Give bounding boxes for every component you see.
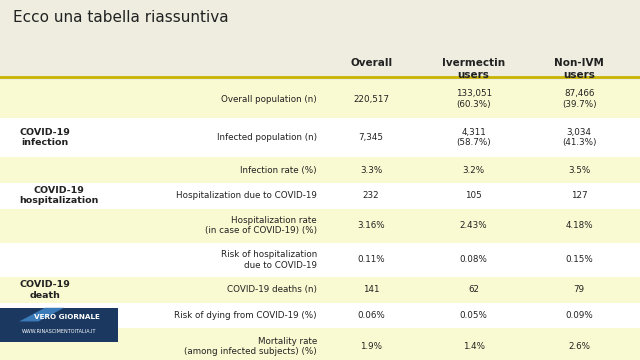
Bar <box>0 208 640 243</box>
Text: Mortality rate
(among infected subjects) (%): Mortality rate (among infected subjects)… <box>184 337 317 356</box>
Text: 0.06%: 0.06% <box>357 311 385 320</box>
Bar <box>0 303 640 328</box>
Text: 220,517: 220,517 <box>353 95 389 104</box>
Bar <box>0 243 640 277</box>
Text: Ecco una tabella riassuntiva: Ecco una tabella riassuntiva <box>13 10 228 25</box>
Text: WWW.RINASCIMENTOITALIA.IT: WWW.RINASCIMENTOITALIA.IT <box>22 329 97 334</box>
Text: Infected population (n): Infected population (n) <box>217 133 317 142</box>
Bar <box>0 118 640 157</box>
Text: 1.4%: 1.4% <box>463 342 484 351</box>
Text: 4,311
(58.7%): 4,311 (58.7%) <box>456 128 491 147</box>
Text: 141: 141 <box>363 285 380 294</box>
Text: 79: 79 <box>573 285 585 294</box>
Text: Overall: Overall <box>350 58 392 68</box>
Text: Non-IVM
users: Non-IVM users <box>554 58 604 80</box>
Text: Hospitalization rate
(in case of COVID-19) (%): Hospitalization rate (in case of COVID-1… <box>205 216 317 235</box>
Text: 232: 232 <box>363 191 380 200</box>
Text: 3.3%: 3.3% <box>360 166 382 175</box>
Text: Risk of dying from COVID-19 (%): Risk of dying from COVID-19 (%) <box>174 311 317 320</box>
Text: Hospitalization due to COVID-19: Hospitalization due to COVID-19 <box>176 191 317 200</box>
Text: 3,034
(41.3%): 3,034 (41.3%) <box>562 128 596 147</box>
Bar <box>0 328 640 360</box>
Text: 0.08%: 0.08% <box>460 255 488 264</box>
Bar <box>0 183 640 208</box>
Text: 7,345: 7,345 <box>358 133 384 142</box>
Text: 2.6%: 2.6% <box>568 342 590 351</box>
Text: 0.11%: 0.11% <box>357 255 385 264</box>
Bar <box>0 157 640 183</box>
Text: 0.05%: 0.05% <box>460 311 488 320</box>
Text: 0.15%: 0.15% <box>565 255 593 264</box>
Text: 0.09%: 0.09% <box>565 311 593 320</box>
Text: Ivermectin
users: Ivermectin users <box>442 58 505 80</box>
Text: 4.18%: 4.18% <box>565 221 593 230</box>
Text: Infection rate (%): Infection rate (%) <box>240 166 317 175</box>
Text: Risk of hospitalization
due to COVID-19: Risk of hospitalization due to COVID-19 <box>221 250 317 270</box>
Text: 1.9%: 1.9% <box>360 342 382 351</box>
Bar <box>0 80 640 118</box>
Text: COVID-19
infection: COVID-19 infection <box>19 128 70 147</box>
Text: COVID-19
hospitalization: COVID-19 hospitalization <box>19 186 99 206</box>
Text: COVID-19 deaths (n): COVID-19 deaths (n) <box>227 285 317 294</box>
Text: 62: 62 <box>468 285 479 294</box>
Text: VERO GIORNALE: VERO GIORNALE <box>35 314 100 320</box>
Text: Overall population (n): Overall population (n) <box>221 95 317 104</box>
Text: 87,466
(39.7%): 87,466 (39.7%) <box>562 90 596 109</box>
Text: 133,051
(60.3%): 133,051 (60.3%) <box>456 90 492 109</box>
Text: 2.43%: 2.43% <box>460 221 488 230</box>
Bar <box>0 308 118 342</box>
Bar <box>0 277 640 303</box>
Text: 3.2%: 3.2% <box>463 166 484 175</box>
Text: 3.16%: 3.16% <box>357 221 385 230</box>
Text: 127: 127 <box>571 191 588 200</box>
Polygon shape <box>19 308 64 321</box>
Text: 105: 105 <box>465 191 482 200</box>
Text: 3.5%: 3.5% <box>568 166 590 175</box>
Text: COVID-19
death: COVID-19 death <box>19 280 70 300</box>
